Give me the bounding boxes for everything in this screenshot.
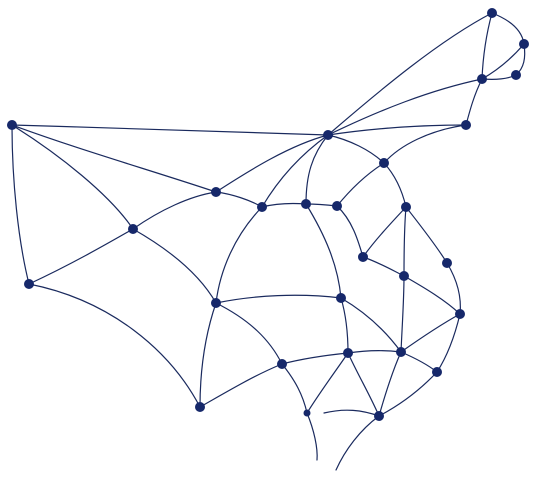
node [396, 347, 406, 357]
edge [305, 203, 342, 299]
edge [281, 352, 349, 365]
edge [403, 206, 407, 277]
edge [28, 228, 134, 285]
edge [132, 228, 217, 304]
edge [11, 124, 134, 230]
edge [327, 78, 483, 136]
edge [11, 124, 329, 136]
node [461, 120, 471, 130]
edge [340, 297, 402, 353]
node [211, 298, 221, 308]
edge [436, 313, 461, 373]
node [442, 258, 452, 268]
node [399, 271, 409, 281]
node [257, 202, 267, 212]
edge [199, 302, 217, 408]
edge [362, 256, 405, 277]
edge [199, 363, 283, 408]
edge [215, 206, 263, 304]
edge [215, 294, 342, 304]
edge [378, 371, 438, 417]
node [195, 402, 205, 412]
edge [215, 302, 283, 365]
node [519, 39, 529, 49]
edge [347, 352, 380, 417]
edge [132, 191, 217, 230]
node [401, 202, 411, 212]
node [432, 367, 442, 377]
edge [215, 191, 263, 208]
edge [281, 363, 308, 414]
edge [28, 283, 201, 408]
edge [491, 12, 525, 45]
edge [362, 206, 407, 258]
node [7, 120, 17, 130]
edge [323, 409, 380, 417]
node [374, 411, 384, 421]
node [379, 158, 389, 168]
edge [340, 297, 349, 354]
edge [400, 351, 438, 373]
node [24, 279, 34, 289]
edge [400, 313, 461, 353]
node [358, 252, 368, 262]
nodes-layer [7, 8, 529, 421]
edge [335, 415, 380, 471]
edge [215, 134, 329, 193]
node [301, 199, 311, 209]
edge [446, 262, 461, 315]
edge [465, 78, 483, 126]
node [511, 70, 521, 80]
node [332, 201, 342, 211]
edge [403, 275, 461, 315]
edge [261, 134, 329, 208]
node [477, 74, 487, 84]
edge [378, 351, 402, 417]
edge [11, 124, 217, 193]
node [303, 409, 311, 417]
edge [306, 412, 318, 461]
edge [336, 162, 385, 207]
node [128, 224, 138, 234]
edge [306, 352, 349, 414]
edge [383, 124, 467, 164]
node [323, 130, 333, 140]
node [211, 187, 221, 197]
edge [336, 205, 364, 258]
node [455, 309, 465, 319]
edge [327, 134, 385, 164]
edges-layer [11, 12, 526, 471]
node [277, 359, 287, 369]
edge [405, 206, 448, 264]
edge [481, 12, 493, 80]
edge [305, 134, 329, 205]
edge [327, 124, 467, 136]
edge [11, 124, 30, 285]
node [343, 348, 353, 358]
edge [347, 350, 402, 354]
edge [400, 275, 405, 353]
edge [327, 12, 493, 136]
node [336, 293, 346, 303]
node [487, 8, 497, 18]
edge [383, 162, 407, 208]
edge [261, 202, 307, 208]
